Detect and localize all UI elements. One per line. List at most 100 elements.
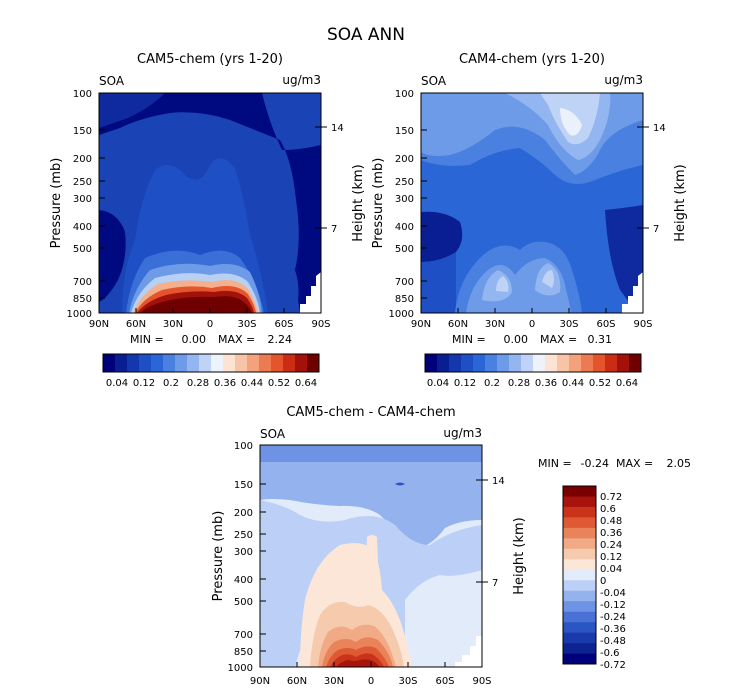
y-tick-label: 200 <box>234 508 253 519</box>
x-axis: 90N 60N 30N 0 30S 60S 90S <box>411 308 653 330</box>
colorbar-label: 0.44 <box>241 378 263 389</box>
contour-band <box>260 445 482 462</box>
colorbar-label: 0.64 <box>295 378 317 389</box>
contour-band <box>99 210 126 302</box>
colorbar-cell <box>235 354 248 372</box>
colorbar-cell <box>151 354 164 372</box>
x-tick-label: 90N <box>89 319 109 330</box>
x-tick-label: 30N <box>324 676 344 687</box>
min-label: MIN = <box>130 333 164 346</box>
colorbar-cell <box>223 354 236 372</box>
y-tick-label: 250 <box>234 530 253 541</box>
colorbar-labels: 0.04 0.12 0.2 0.28 0.36 0.44 0.52 0.64 <box>427 378 638 389</box>
colorbar-cell <box>175 354 188 372</box>
y2-tick-label: 14 <box>653 123 666 134</box>
contour-band <box>140 296 252 313</box>
colorbar-label: 0.12 <box>600 552 622 563</box>
min-label: MIN = <box>538 457 572 470</box>
y-tick-label: 1000 <box>228 663 253 674</box>
y-tick-label: 1000 <box>67 309 92 320</box>
colorbar-label: 0.2 <box>163 378 179 389</box>
colorbar-cell <box>563 590 596 602</box>
colorbar-label: -0.12 <box>600 600 626 611</box>
colorbar-cell <box>127 354 140 372</box>
y2-axis: 14 7 <box>321 123 344 235</box>
y2-tick-label: 14 <box>331 123 344 134</box>
x-tick-label: 90S <box>311 319 330 330</box>
y2-ticks <box>321 126 327 229</box>
y-tick-label: 300 <box>395 194 414 205</box>
colorbar-cell <box>563 559 596 571</box>
y-tick-label: 150 <box>73 126 92 137</box>
colorbar-cell <box>563 517 596 529</box>
y2-axis: 14 7 <box>643 123 666 235</box>
contour-band <box>542 270 554 288</box>
colorbar-cell <box>283 354 296 372</box>
x-tick-label: 60S <box>274 319 293 330</box>
colorbar-cell <box>569 354 582 372</box>
colorbar-cell <box>461 354 474 372</box>
colorbar-label: 0.72 <box>600 492 622 503</box>
colorbar-cell <box>473 354 486 372</box>
colorbar-cell <box>563 486 596 497</box>
x-axis: 90N 60N 30N 0 30S 60S 90S <box>89 308 331 330</box>
colorbar-cell <box>211 354 224 372</box>
x-tick-label: 30S <box>237 319 256 330</box>
x-tick-label: 0 <box>368 676 374 687</box>
colorbar-label: 0.52 <box>589 378 611 389</box>
field-label: SOA <box>99 74 125 88</box>
max-value: 2.24 <box>268 333 293 346</box>
colorbar-cell <box>449 354 462 372</box>
colorbar-label: 0.36 <box>600 528 622 539</box>
contour-band <box>421 211 463 262</box>
y2-tick-label: 7 <box>492 578 498 589</box>
colorbar-cell <box>533 354 546 372</box>
y-axis: 100 150 200 250 300 400 500 700 850 1000 <box>228 441 482 674</box>
y2-tick-label: 14 <box>492 476 505 487</box>
colorbar-cell <box>563 506 596 518</box>
x-tick-label: 0 <box>207 319 213 330</box>
contour-band <box>496 276 509 292</box>
y-tick-label: 400 <box>395 222 414 233</box>
panel-difference: CAM5-chem - CAM4-chem SOA ug/m3 Pressure… <box>211 405 691 687</box>
y-axis: 100 150 200 250 300 400 500 700 850 1000 <box>389 89 643 320</box>
y2-tick-label: 7 <box>653 224 659 235</box>
colorbar-cell <box>563 538 596 550</box>
panel-title: CAM5-chem - CAM4-chem <box>286 405 455 420</box>
units-label: ug/m3 <box>443 426 482 440</box>
colorbar-cell <box>629 354 642 372</box>
contour-band <box>560 108 582 136</box>
y-tick-label: 850 <box>234 647 253 658</box>
x-tick-label: 0 <box>529 319 535 330</box>
y-tick-label: 1000 <box>389 309 414 320</box>
y2-axis-title: Height (km) <box>673 164 688 241</box>
y-tick-label: 300 <box>73 194 92 205</box>
y-axis-title: Pressure (mb) <box>371 158 386 249</box>
x-tick-label: 60N <box>126 319 146 330</box>
colorbar-label: 0.04 <box>106 378 128 389</box>
y2-tick-label: 7 <box>331 224 337 235</box>
contour-band <box>366 535 378 564</box>
x-tick-label: 30S <box>398 676 417 687</box>
y2-ticks <box>643 126 649 229</box>
colorbar-label: 0 <box>600 576 606 587</box>
colorbar-cell <box>295 354 308 372</box>
colorbar-cell <box>259 354 272 372</box>
y2-ticks <box>482 479 488 583</box>
y-tick-label: 700 <box>73 277 92 288</box>
colorbar-cell <box>307 354 320 372</box>
colorbar-cell <box>163 354 176 372</box>
x-tick-label: 90N <box>411 319 431 330</box>
colorbar-cell <box>103 354 116 372</box>
field-label: SOA <box>421 74 447 88</box>
colorbar-label: 0.12 <box>133 378 155 389</box>
colorbar-frame <box>102 353 320 373</box>
x-tick-label: 90N <box>250 676 270 687</box>
colorbar-cell <box>605 354 618 372</box>
colorbar-cell <box>563 653 596 665</box>
y-tick-label: 400 <box>73 222 92 233</box>
colorbar-label: 0.44 <box>562 378 584 389</box>
y-tick-label: 200 <box>395 154 414 165</box>
colorbar-label: 0.52 <box>268 378 290 389</box>
colorbar-cell <box>563 496 596 508</box>
